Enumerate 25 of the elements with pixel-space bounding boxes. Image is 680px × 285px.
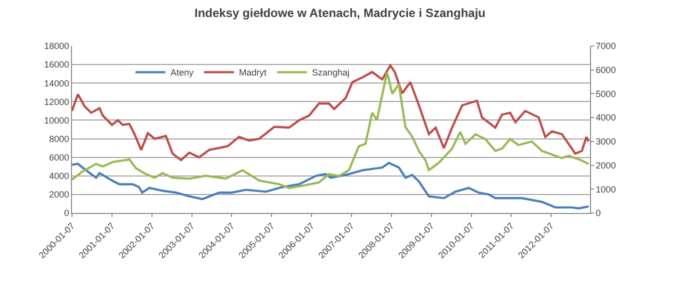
y2-tick-label: 3000 — [596, 136, 616, 147]
legend-label: Madryt — [238, 68, 267, 78]
line-series — [72, 162, 590, 210]
line-series — [72, 64, 590, 162]
y-tick-label: 2000 — [49, 190, 70, 200]
y2-tick-label: 7000 — [596, 41, 616, 52]
legend-label: Ateny — [170, 68, 194, 78]
y2-tick-label: 6000 — [596, 65, 616, 76]
y-tick-label: 8000 — [49, 134, 70, 144]
y2-tick-label: 5000 — [596, 88, 616, 99]
y-tick-label: 4000 — [49, 171, 70, 182]
chart-title: Indeksy giełdowe w Atenach, Madrycie i Szanghaju — [194, 6, 486, 20]
y2-tick-label: 2000 — [596, 160, 616, 170]
y-tick-label: 14000 — [44, 78, 70, 88]
y-tick-label: 18000 — [44, 41, 70, 52]
legend-label: Szanghaj — [312, 68, 350, 78]
y-tick-label: 0 — [64, 208, 70, 218]
y-tick-label: 6000 — [49, 152, 70, 162]
y2-tick-label: 0 — [596, 208, 601, 218]
y-tick-label: 12000 — [44, 96, 70, 107]
y2-tick-label: 1000 — [596, 184, 616, 194]
y2-tick-label: 4000 — [596, 112, 616, 123]
y-tick-label: 16000 — [44, 60, 70, 70]
line-series — [72, 71, 590, 190]
y-tick-label: 10000 — [44, 115, 70, 126]
